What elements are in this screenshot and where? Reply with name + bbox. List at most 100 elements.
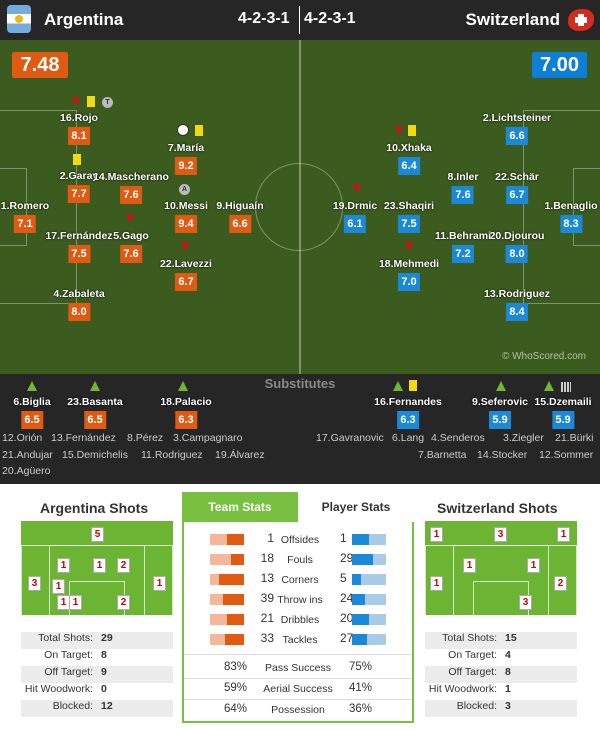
player-romero[interactable]: 1.Romero 7.1 <box>1 200 49 233</box>
bench-player[interactable]: 11.Rodriguez <box>141 449 203 461</box>
player-rojo[interactable]: 16.Rojo 8.1 <box>60 112 98 145</box>
bench-player[interactable]: 17.Gavranovic <box>316 432 384 444</box>
away-stat-bar-track <box>352 594 386 605</box>
tab-team-stats[interactable]: Team Stats <box>182 492 298 522</box>
substituted-off-icon <box>395 126 403 135</box>
bench-player[interactable]: 3.Ziegler <box>503 432 544 444</box>
tab-player-stats[interactable]: Player Stats <box>298 492 414 522</box>
bench-player[interactable]: 15.Demichelis <box>62 449 128 461</box>
player-shaqiri[interactable]: 23.Shaqiri 7.5 <box>384 200 434 233</box>
stat-name: Corners <box>281 574 319 586</box>
away-team-rating: 7.00 <box>532 52 587 78</box>
tag-icon: T <box>102 97 113 108</box>
argentina-flag-icon <box>7 5 31 33</box>
bench-player[interactable]: 19.Álvarez <box>215 449 265 461</box>
switzerland-flag-icon <box>568 9 594 31</box>
bench-player[interactable]: 21.Bürki <box>555 432 594 444</box>
player-mascherano[interactable]: 14.Mascherano 7.6 <box>93 171 169 204</box>
bench-player[interactable]: 12.Orión <box>2 432 43 444</box>
player-fernandez[interactable]: 17.Fernández 7.5 <box>45 230 113 263</box>
player-lavezzi[interactable]: 22.Lavezzi 6.7 <box>160 258 212 291</box>
player-rodriguez[interactable]: 13.Rodriguez 8.4 <box>484 288 550 321</box>
shot-summary-row: Hit Woodwork: 0 <box>21 683 173 700</box>
away-stat-bar <box>352 634 367 645</box>
home-shot-map: 5 3 1 1 2 1 1 2 1 1 <box>21 521 173 615</box>
percent-name: Possession <box>271 704 325 716</box>
stat-row: 18 Fouls 29 <box>184 551 412 569</box>
bench-player[interactable]: 14.Stocker <box>477 449 528 461</box>
percent-row: 64% Possession 36% <box>184 703 412 723</box>
bench-player[interactable]: 8.Pérez <box>127 432 164 444</box>
away-stat-bar-track <box>352 634 386 645</box>
shot-summary-row: Blocked: 12 <box>21 700 173 717</box>
player-higuain[interactable]: 9.Higuaín 6.6 <box>216 200 264 233</box>
player-drmic[interactable]: 19.Drmic 6.1 <box>333 200 377 233</box>
sub-seferovic[interactable]: 9.Seferovic 5.9 <box>472 396 528 429</box>
player-xhaka[interactable]: 10.Xhaka 6.4 <box>386 142 432 175</box>
stat-row: 1 Offsides 1 <box>184 531 412 549</box>
bench-player[interactable]: 3.Campagnaro <box>173 432 243 444</box>
shot-summary-row: Off Target: 8 <box>425 666 577 683</box>
substituted-on-icon <box>393 381 403 391</box>
percent-row: 83% Pass Success 75% <box>184 661 412 681</box>
player-benaglio[interactable]: 1.Benaglio 8.3 <box>544 200 598 233</box>
player-maria[interactable]: 7.María 9.2 <box>168 142 204 175</box>
shot-summary-row: Hit Woodwork: 1 <box>425 683 577 700</box>
bench-player[interactable]: 12.Sommer <box>539 449 594 461</box>
player-name: 18.Palacio <box>160 396 212 408</box>
player-name: 13.Rodriguez <box>484 288 550 300</box>
player-name: 9.Higuaín <box>216 200 264 212</box>
player-zabaleta[interactable]: 4.Zabaleta 8.0 <box>53 288 105 321</box>
stat-name: Dribbles <box>280 614 320 626</box>
home-team-name: Argentina <box>44 10 124 29</box>
substituted-on-icon <box>496 381 506 391</box>
away-stat-bar <box>352 594 365 605</box>
player-name: 23.Basanta <box>67 396 123 408</box>
player-schar[interactable]: 22.Schär 6.7 <box>495 171 539 204</box>
player-rating: 8.4 <box>506 303 528 321</box>
player-djourou[interactable]: 20.Djourou 8.0 <box>490 230 544 263</box>
player-inler[interactable]: 8.Inler 7.6 <box>448 171 478 204</box>
player-garay[interactable]: 2.Garay 7.7 <box>60 170 98 203</box>
player-behrami[interactable]: 11.Behrami 7.2 <box>435 230 491 263</box>
shot-count: 1 <box>463 558 476 573</box>
shot-summary-row: Total Shots: 29 <box>21 632 173 649</box>
home-stat-value: 39 <box>260 591 274 605</box>
player-mehmedi[interactable]: 18.Mehmedi 7.0 <box>379 258 439 291</box>
bench-player[interactable]: 6.Lang <box>392 432 425 444</box>
away-stat-bar <box>352 614 369 625</box>
stat-name: Fouls <box>287 554 313 566</box>
stats-bars-icon <box>561 382 571 392</box>
team-stats-panel <box>182 492 414 723</box>
home-stat-value: 1 <box>267 531 274 545</box>
summary-value: 1 <box>505 683 511 695</box>
home-formation: 4-2-3-1 <box>238 10 290 27</box>
percent-row: 59% Aerial Success 41% <box>184 682 412 702</box>
player-gago[interactable]: 5.Gago 7.6 <box>113 230 149 263</box>
home-stat-value: 13 <box>260 571 274 585</box>
player-rating: 7.5 <box>397 215 420 233</box>
home-stat-bar <box>227 614 244 625</box>
player-messi[interactable]: 10.Messi 9.4 <box>164 200 208 233</box>
home-stat-value: 33 <box>260 631 274 645</box>
percent-name: Pass Success <box>265 662 331 674</box>
player-lichtsteiner[interactable]: 2.Lichtsteiner 6.6 <box>483 112 551 145</box>
summary-label: Total Shots: <box>442 632 497 644</box>
bench-player[interactable]: 20.Agüero <box>0 464 600 484</box>
summary-value: 15 <box>505 632 517 644</box>
bench-player[interactable]: 7.Barnetta <box>418 449 467 461</box>
home-stat-bar <box>227 534 244 545</box>
yellow-card-icon <box>409 380 417 391</box>
player-name: 4.Zabaleta <box>53 288 105 300</box>
bench-player[interactable]: 21.Andujar <box>2 449 53 461</box>
sub-fernandes[interactable]: 16.Fernandes 6.3 <box>374 396 442 429</box>
stat-row: 13 Corners 5 <box>184 571 412 589</box>
sub-dzemaili[interactable]: 15.Dzemaili 5.9 <box>534 396 592 429</box>
shot-count: 1 <box>557 527 570 542</box>
sub-basanta[interactable]: 23.Basanta 6.5 <box>67 396 123 429</box>
sub-biglia[interactable]: 6.Biglia 6.5 <box>13 396 51 429</box>
bench-player[interactable]: 13.Fernández <box>51 432 116 444</box>
sub-palacio[interactable]: 18.Palacio 6.3 <box>160 396 212 429</box>
bench-player[interactable]: 4.Senderos <box>431 432 485 444</box>
shot-count: 1 <box>52 579 65 594</box>
